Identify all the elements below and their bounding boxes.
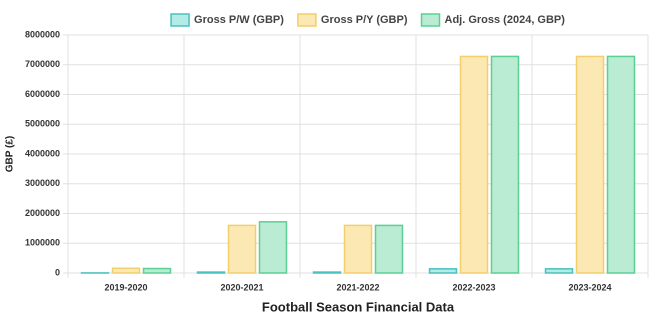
y-tick-label: 5000000 xyxy=(25,119,60,129)
y-tick-label: 8000000 xyxy=(25,29,60,39)
bar xyxy=(374,224,404,274)
y-tick-label: 2000000 xyxy=(25,208,60,218)
bar xyxy=(606,55,636,274)
legend-swatch xyxy=(420,13,441,27)
legend-label: Gross P/W (GBP) xyxy=(194,14,284,26)
y-axis-title: GBP (£) xyxy=(5,136,16,173)
y-tick-label: 7000000 xyxy=(25,59,60,69)
bar xyxy=(459,55,489,274)
y-tick-label: 0 xyxy=(55,267,60,277)
legend-label: Adj. Gross (2024, GBP) xyxy=(445,14,566,26)
y-tick-label: 4000000 xyxy=(25,148,60,158)
legend-swatch xyxy=(170,13,190,27)
bar xyxy=(343,224,373,274)
y-tick-label: 6000000 xyxy=(25,89,60,99)
x-axis-title: Football Season Financial Data xyxy=(262,299,455,314)
legend-label: Gross P/Y (GBP) xyxy=(321,14,408,26)
x-tick-label: 2023-2024 xyxy=(568,282,611,292)
y-tick-label: 1000000 xyxy=(25,238,60,248)
bar xyxy=(258,221,288,274)
y-tick-label: 3000000 xyxy=(25,178,60,188)
bar xyxy=(142,267,172,274)
x-tick-label: 2021-2022 xyxy=(336,282,379,292)
legend-swatch xyxy=(297,13,317,27)
bar xyxy=(544,268,574,274)
bar xyxy=(428,268,458,274)
bar xyxy=(111,267,141,274)
x-tick-label: 2019-2020 xyxy=(104,282,147,292)
bar xyxy=(196,271,226,274)
bar xyxy=(227,224,257,274)
x-tick-label: 2022-2023 xyxy=(452,282,495,292)
bar xyxy=(312,271,342,274)
x-tick-label: 2020-2021 xyxy=(220,282,263,292)
bar xyxy=(490,55,520,274)
bar xyxy=(575,55,605,274)
